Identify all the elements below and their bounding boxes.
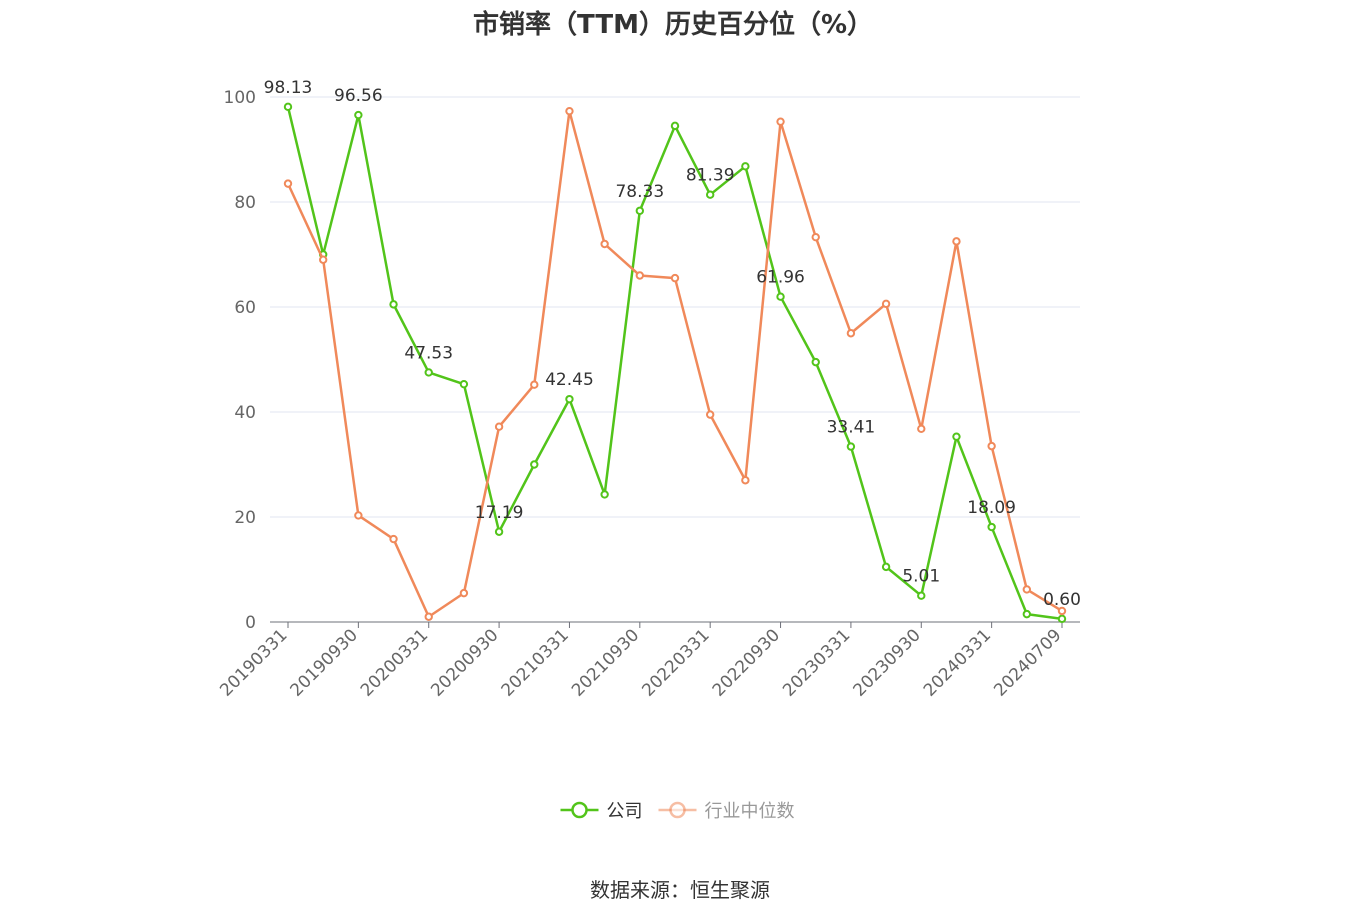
x-tick-label: 20200331 — [357, 625, 432, 700]
source-note: 数据来源：恒生聚源 — [590, 878, 770, 902]
x-tick-label: 20230331 — [779, 625, 854, 700]
data-point — [811, 357, 820, 367]
data-point — [1057, 606, 1067, 616]
data-point — [811, 232, 820, 242]
data-point — [670, 121, 680, 131]
legend-label: 行业中位数 — [705, 801, 795, 822]
data-point — [530, 380, 539, 389]
data-point — [952, 432, 961, 441]
data-point — [494, 422, 504, 431]
axes: 0 20 40 60 80 100 2019033120190930202003312020… — [216, 88, 1080, 701]
data-point — [917, 591, 926, 600]
data-point — [283, 102, 293, 112]
data-point — [635, 206, 645, 215]
data-point — [776, 117, 785, 126]
data-label: 96.56 — [334, 86, 383, 106]
data-label: 81.39 — [686, 166, 735, 186]
data-point — [846, 329, 856, 338]
data-point — [530, 460, 539, 469]
x-tick-label: 20210331 — [498, 625, 573, 700]
data-point — [565, 106, 574, 116]
data-point — [1022, 585, 1032, 594]
data-point — [424, 368, 433, 377]
x-tick-label: 20220930 — [709, 625, 784, 700]
data-point — [354, 511, 363, 520]
y-tick-label: 40 — [234, 403, 256, 423]
x-tick-label: 20220331 — [638, 625, 713, 700]
data-point — [670, 273, 680, 283]
legend-marker — [571, 801, 588, 819]
data-label: 42.45 — [545, 370, 594, 390]
data-point — [318, 255, 328, 264]
y-tick-label: 0 — [245, 613, 256, 633]
data-point — [776, 292, 785, 301]
data-point — [494, 527, 504, 536]
data-labels: 98.13 96.56 47.53 17.19 42.45 78.33 81.39 61.96… — [264, 78, 1081, 610]
data-point — [987, 441, 996, 451]
data-point — [389, 300, 398, 309]
data-point — [389, 534, 398, 544]
data-point — [354, 110, 363, 120]
data-point — [424, 612, 433, 621]
data-point — [917, 424, 926, 433]
data-point — [705, 190, 715, 199]
x-tick-label: 20200930 — [427, 625, 502, 700]
x-tick-label: 20240331 — [920, 625, 995, 700]
data-point — [881, 299, 891, 309]
data-point — [1022, 609, 1032, 619]
data-label: 98.13 — [264, 78, 313, 98]
data-label: 5.01 — [902, 567, 940, 587]
y-tick-label: 60 — [234, 298, 256, 318]
data-point — [741, 476, 750, 485]
data-label: 18.09 — [967, 498, 1016, 518]
data-point — [459, 588, 469, 598]
y-tick-label: 20 — [234, 508, 256, 528]
legend: 公司 行业中位数 — [560, 801, 795, 822]
data-point — [987, 522, 996, 532]
data-label: 78.33 — [615, 182, 664, 202]
data-point — [846, 442, 856, 451]
data-point — [635, 271, 645, 280]
data-label: 17.19 — [475, 503, 524, 523]
x-tick-label: 20240709 — [990, 625, 1065, 700]
data-label: 47.53 — [404, 343, 453, 363]
legend-marker — [669, 801, 686, 819]
data-point — [705, 410, 715, 419]
data-point — [600, 239, 609, 249]
x-tick-label: 20230930 — [849, 625, 924, 700]
data-point — [565, 394, 574, 404]
data-point — [283, 179, 293, 188]
x-tick-label: 20210930 — [568, 625, 643, 700]
y-tick-label: 80 — [234, 193, 256, 213]
y-tick-label: 100 — [224, 88, 256, 108]
data-point — [741, 162, 750, 171]
series-lines — [283, 102, 1067, 624]
x-tick-label: 20190930 — [287, 625, 362, 700]
data-label: 33.41 — [827, 418, 876, 438]
chart-title: 市销率（TTM）历史百分位（%） — [473, 10, 873, 40]
series-line-2 — [286, 109, 1063, 618]
data-point — [1057, 614, 1067, 624]
data-label: 0.60 — [1043, 590, 1081, 610]
x-tick-label: 20190331 — [216, 625, 291, 700]
legend-label: 公司 — [607, 801, 643, 822]
data-point — [600, 490, 609, 499]
data-point — [881, 562, 891, 572]
data-label: 61.96 — [756, 268, 805, 288]
data-point — [952, 237, 961, 246]
data-point — [459, 379, 469, 389]
